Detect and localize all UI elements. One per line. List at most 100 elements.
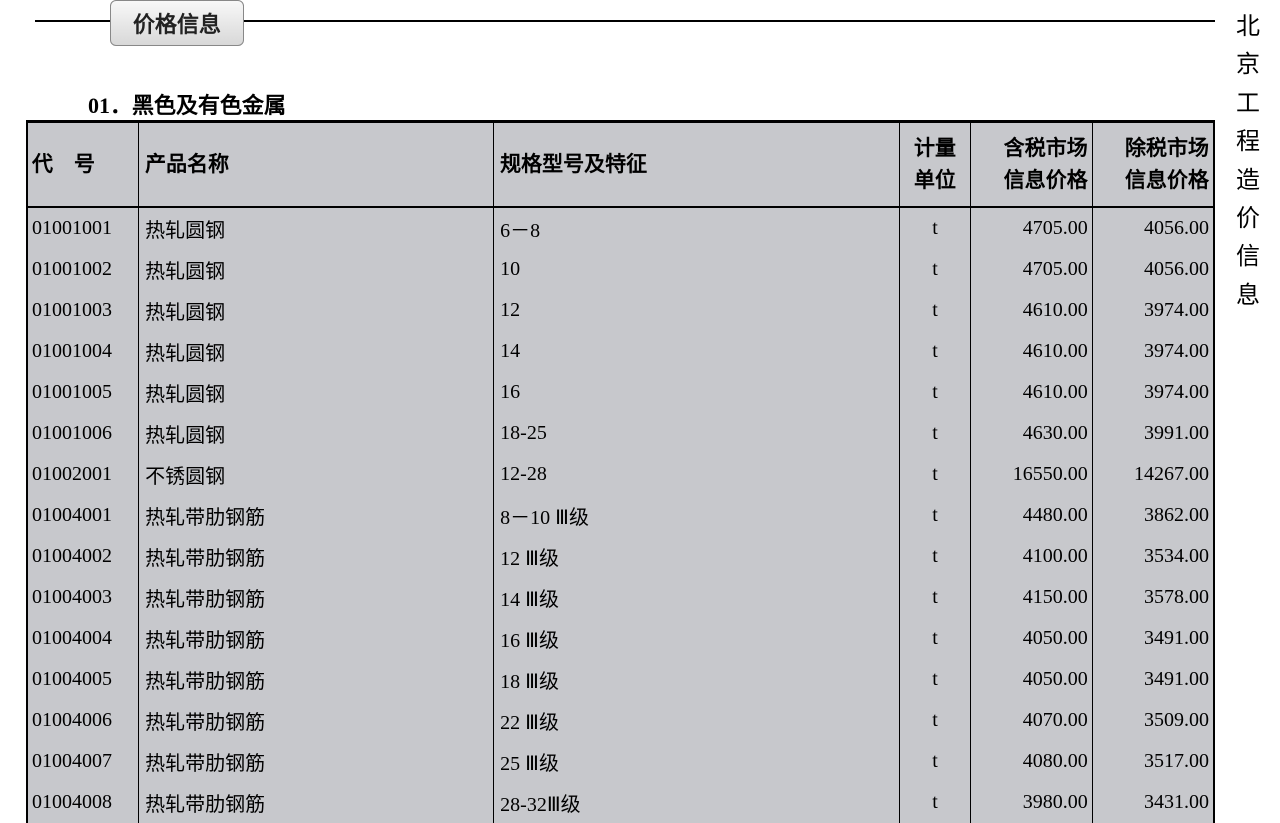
cell-price_tax: 4050.00: [970, 618, 1092, 659]
cell-name: 热轧带肋钢筋: [139, 659, 494, 700]
column-header-unit: 计量单位: [899, 122, 970, 208]
cell-unit: t: [899, 454, 970, 495]
cell-spec: 25 Ⅲ级: [494, 741, 900, 782]
cell-unit: t: [899, 741, 970, 782]
cell-price_notax: 3491.00: [1092, 659, 1214, 700]
table-row: 01001002热轧圆钢10t4705.004056.00: [27, 249, 1214, 290]
sidebar-char: 程: [1234, 123, 1262, 161]
cell-price_tax: 4630.00: [970, 413, 1092, 454]
cell-spec: 16 Ⅲ级: [494, 618, 900, 659]
cell-price_notax: 3974.00: [1092, 290, 1214, 331]
column-header-name: 产品名称: [139, 122, 494, 208]
cell-spec: 16: [494, 372, 900, 413]
column-header-price_notax: 除税市场信息价格: [1092, 122, 1214, 208]
table-row: 01004003热轧带肋钢筋14 Ⅲ级t4150.003578.00: [27, 577, 1214, 618]
cell-name: 热轧圆钢: [139, 207, 494, 249]
cell-code: 01004008: [27, 782, 139, 823]
cell-price_notax: 3491.00: [1092, 618, 1214, 659]
cell-price_notax: 3974.00: [1092, 372, 1214, 413]
cell-code: 01002001: [27, 454, 139, 495]
cell-price_tax: 4480.00: [970, 495, 1092, 536]
cell-spec: 12 Ⅲ级: [494, 536, 900, 577]
sidebar-char: 息: [1234, 277, 1262, 315]
cell-price_tax: 4050.00: [970, 659, 1092, 700]
cell-price_notax: 14267.00: [1092, 454, 1214, 495]
cell-spec: 6－8: [494, 207, 900, 249]
cell-price_tax: 16550.00: [970, 454, 1092, 495]
cell-name: 热轧圆钢: [139, 290, 494, 331]
cell-code: 01001003: [27, 290, 139, 331]
table-body: 01001001热轧圆钢6－8t4705.004056.0001001002热轧…: [27, 207, 1214, 823]
table-row: 01001001热轧圆钢6－8t4705.004056.00: [27, 207, 1214, 249]
cell-price_notax: 3509.00: [1092, 700, 1214, 741]
sidebar-char: 工: [1234, 85, 1262, 123]
cell-code: 01004001: [27, 495, 139, 536]
sidebar-vertical-title: 北京工程造价信息: [1234, 8, 1262, 315]
column-header-spec: 规格型号及特征: [494, 122, 900, 208]
sidebar-char: 京: [1234, 46, 1262, 84]
cell-price_tax: 4070.00: [970, 700, 1092, 741]
cell-spec: 28-32Ⅲ级: [494, 782, 900, 823]
cell-price_notax: 3534.00: [1092, 536, 1214, 577]
cell-price_tax: 4705.00: [970, 207, 1092, 249]
table-row: 01004008热轧带肋钢筋28-32Ⅲ级t3980.003431.00: [27, 782, 1214, 823]
column-header-code: 代 号: [27, 122, 139, 208]
sidebar-char: 价: [1234, 200, 1262, 238]
cell-code: 01001002: [27, 249, 139, 290]
cell-price_notax: 4056.00: [1092, 207, 1214, 249]
cell-code: 01001006: [27, 413, 139, 454]
cell-unit: t: [899, 331, 970, 372]
cell-price_notax: 3431.00: [1092, 782, 1214, 823]
table-row: 01001006热轧圆钢18-25t4630.003991.00: [27, 413, 1214, 454]
cell-price_tax: 4610.00: [970, 290, 1092, 331]
cell-name: 热轧圆钢: [139, 249, 494, 290]
cell-name: 热轧带肋钢筋: [139, 741, 494, 782]
cell-name: 不锈圆钢: [139, 454, 494, 495]
cell-price_notax: 3578.00: [1092, 577, 1214, 618]
cell-unit: t: [899, 372, 970, 413]
section-title: 01．黑色及有色金属: [88, 88, 286, 120]
cell-price_tax: 4100.00: [970, 536, 1092, 577]
cell-name: 热轧圆钢: [139, 372, 494, 413]
cell-spec: 14 Ⅲ级: [494, 577, 900, 618]
cell-price_notax: 3974.00: [1092, 331, 1214, 372]
cell-code: 01001005: [27, 372, 139, 413]
cell-price_tax: 4610.00: [970, 331, 1092, 372]
cell-price_tax: 4610.00: [970, 372, 1092, 413]
cell-spec: 18 Ⅲ级: [494, 659, 900, 700]
cell-price_tax: 4705.00: [970, 249, 1092, 290]
sidebar-char: 北: [1234, 8, 1262, 46]
cell-unit: t: [899, 249, 970, 290]
cell-name: 热轧带肋钢筋: [139, 536, 494, 577]
cell-code: 01004004: [27, 618, 139, 659]
cell-unit: t: [899, 577, 970, 618]
table-row: 01004002热轧带肋钢筋12 Ⅲ级t4100.003534.00: [27, 536, 1214, 577]
cell-code: 01001004: [27, 331, 139, 372]
cell-code: 01004005: [27, 659, 139, 700]
cell-unit: t: [899, 700, 970, 741]
table-row: 01004001热轧带肋钢筋8－10 Ⅲ级t4480.003862.00: [27, 495, 1214, 536]
cell-spec: 8－10 Ⅲ级: [494, 495, 900, 536]
column-header-price_tax: 含税市场信息价格: [970, 122, 1092, 208]
cell-unit: t: [899, 207, 970, 249]
cell-name: 热轧带肋钢筋: [139, 700, 494, 741]
cell-code: 01004003: [27, 577, 139, 618]
cell-code: 01004002: [27, 536, 139, 577]
cell-name: 热轧带肋钢筋: [139, 577, 494, 618]
cell-spec: 22 Ⅲ级: [494, 700, 900, 741]
cell-code: 01004006: [27, 700, 139, 741]
table-row: 01002001不锈圆钢12-28t16550.0014267.00: [27, 454, 1214, 495]
cell-unit: t: [899, 659, 970, 700]
cell-name: 热轧带肋钢筋: [139, 782, 494, 823]
cell-unit: t: [899, 618, 970, 659]
cell-unit: t: [899, 413, 970, 454]
cell-name: 热轧带肋钢筋: [139, 618, 494, 659]
cell-code: 01004007: [27, 741, 139, 782]
cell-price_notax: 3991.00: [1092, 413, 1214, 454]
price-table-wrapper: 代 号产品名称规格型号及特征计量单位含税市场信息价格除税市场信息价格 01001…: [26, 120, 1215, 823]
cell-spec: 18-25: [494, 413, 900, 454]
cell-spec: 10: [494, 249, 900, 290]
cell-name: 热轧圆钢: [139, 413, 494, 454]
cell-price_tax: 4150.00: [970, 577, 1092, 618]
table-row: 01004005热轧带肋钢筋18 Ⅲ级t4050.003491.00: [27, 659, 1214, 700]
